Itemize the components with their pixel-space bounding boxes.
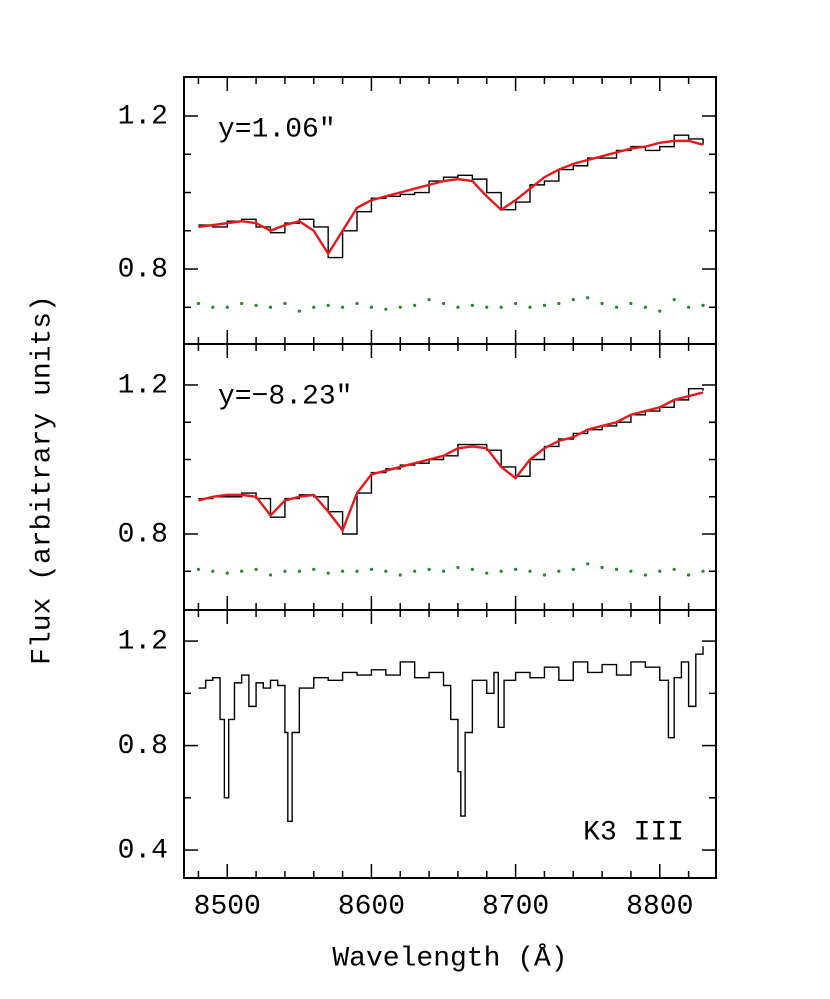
residual-point — [701, 569, 705, 573]
residual-point — [254, 567, 258, 571]
residual-point — [398, 305, 402, 309]
residual-point — [240, 301, 244, 306]
x-tick-label: 8600 — [338, 891, 405, 922]
residual-point — [557, 569, 561, 573]
residual-point — [499, 569, 503, 573]
residual-point — [369, 567, 374, 571]
residual-point — [687, 305, 691, 309]
residual-point — [384, 569, 388, 573]
residual-point — [369, 305, 374, 309]
residual-point — [240, 569, 244, 573]
residual-point — [355, 569, 359, 573]
x-axis-label: Wavelength (Å) — [332, 943, 567, 974]
y-tick-label: 0.8 — [118, 731, 168, 762]
residual-point — [571, 298, 575, 302]
residual-point — [672, 567, 676, 571]
y-tick-label: 1.2 — [118, 626, 168, 657]
residual-point — [658, 309, 662, 313]
residual-point — [600, 301, 604, 306]
residual-point — [586, 296, 590, 300]
spectrum — [198, 646, 704, 823]
residual-point — [629, 301, 633, 306]
residual-point — [268, 573, 273, 577]
residual-point — [499, 305, 503, 309]
residual-point — [643, 573, 647, 577]
residual-point — [513, 301, 518, 306]
residual-point — [614, 305, 619, 309]
residual-point — [413, 303, 417, 307]
residual-point — [586, 562, 590, 566]
model-fit — [198, 391, 704, 533]
residual-point — [268, 305, 273, 309]
residual-point — [297, 569, 301, 573]
spectrum — [198, 134, 704, 259]
y-tick-label: 0.8 — [118, 254, 168, 285]
residual-point — [542, 303, 547, 307]
residual-point — [254, 303, 258, 307]
residual-point — [283, 301, 287, 306]
residual-point — [571, 567, 575, 571]
residual-point — [528, 569, 532, 573]
x-tick-label: 8500 — [194, 891, 261, 922]
residual-point — [542, 573, 547, 577]
residual-point — [211, 305, 215, 309]
residual-point — [701, 303, 705, 307]
residual-point — [513, 567, 518, 571]
residual-point — [672, 298, 676, 302]
residual-point — [340, 569, 345, 573]
residual-point — [427, 298, 431, 302]
residual-point — [485, 305, 489, 309]
residual-point — [384, 307, 388, 311]
residual-point — [456, 305, 460, 309]
annotation: y=−8.23″ — [218, 381, 352, 412]
residual-point — [658, 569, 662, 573]
x-tick-label: 8800 — [626, 891, 693, 922]
residual-point — [283, 569, 287, 573]
residual-point — [211, 569, 215, 573]
residual-point — [225, 571, 229, 575]
residual-point — [470, 567, 474, 571]
residual-point — [441, 301, 446, 306]
residual-point — [441, 569, 446, 573]
annotation: y=1.06″ — [218, 114, 336, 145]
residual-point — [340, 305, 345, 309]
residual-point — [456, 565, 460, 570]
panel-frame — [183, 609, 717, 879]
y-axis-label: Flux (arbitrary units) — [27, 295, 58, 665]
residual-point — [427, 567, 431, 571]
residual-point — [614, 567, 619, 571]
annotation: K3 III — [583, 817, 684, 848]
residual-point — [470, 303, 474, 307]
residual-point — [326, 303, 330, 307]
residual-point — [398, 573, 402, 577]
residual-point — [413, 569, 417, 573]
residual-point — [196, 301, 201, 306]
residual-point — [485, 571, 489, 575]
residual-point — [528, 305, 532, 309]
y-tick-label: 0.8 — [118, 519, 168, 550]
residual-point — [600, 565, 604, 570]
residual-point — [629, 569, 633, 573]
model-fit — [198, 139, 704, 256]
residual-point — [326, 571, 330, 575]
residual-point — [643, 305, 647, 309]
residual-point — [355, 301, 359, 306]
y-tick-label: 1.2 — [118, 101, 168, 132]
residual-point — [297, 309, 301, 313]
y-tick-label: 0.4 — [118, 835, 168, 866]
residual-point — [312, 305, 316, 309]
residual-point — [557, 301, 561, 306]
residual-point — [196, 567, 201, 571]
residual-point — [687, 573, 691, 577]
residual-point — [312, 567, 316, 571]
residual-point — [225, 305, 229, 309]
x-tick-label: 8700 — [482, 891, 549, 922]
y-tick-label: 1.2 — [118, 370, 168, 401]
